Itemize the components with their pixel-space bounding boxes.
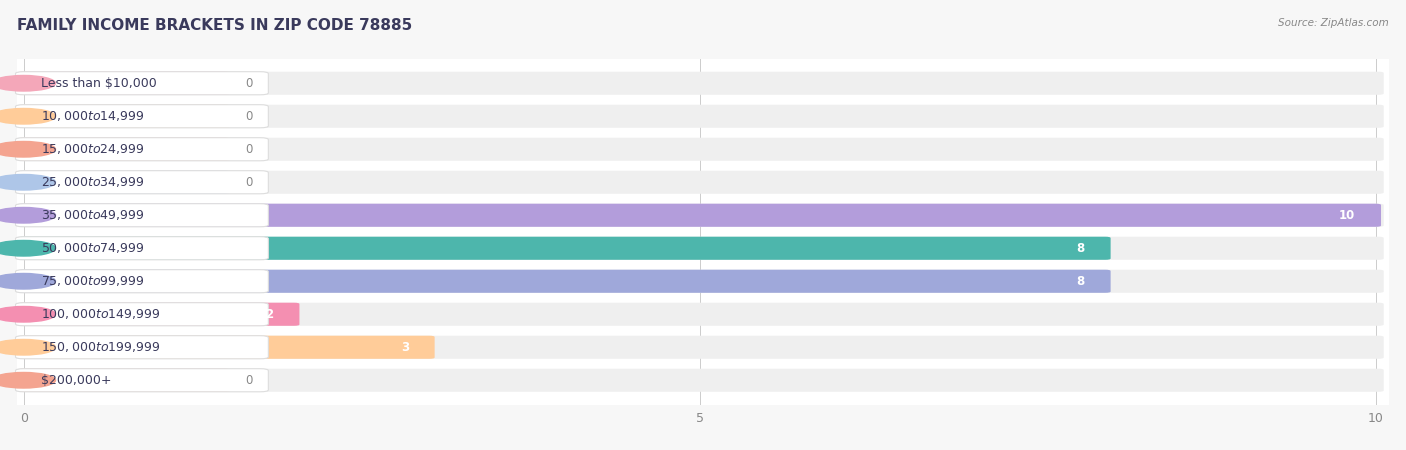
Text: 0: 0 — [245, 374, 253, 387]
Text: 8: 8 — [1077, 275, 1085, 288]
FancyBboxPatch shape — [15, 270, 1384, 293]
FancyBboxPatch shape — [18, 270, 1111, 293]
Text: $100,000 to $149,999: $100,000 to $149,999 — [41, 307, 160, 321]
FancyBboxPatch shape — [15, 138, 1384, 161]
FancyBboxPatch shape — [15, 204, 269, 227]
FancyBboxPatch shape — [15, 72, 269, 95]
Circle shape — [0, 175, 55, 190]
FancyBboxPatch shape — [15, 204, 1384, 227]
Circle shape — [0, 306, 55, 322]
Text: 8: 8 — [1077, 242, 1085, 255]
Text: $25,000 to $34,999: $25,000 to $34,999 — [41, 175, 145, 189]
Circle shape — [0, 339, 55, 355]
Text: 10: 10 — [1339, 209, 1355, 222]
FancyBboxPatch shape — [15, 303, 269, 326]
FancyBboxPatch shape — [18, 369, 231, 392]
FancyBboxPatch shape — [15, 336, 269, 359]
Circle shape — [0, 76, 55, 91]
Text: 2: 2 — [266, 308, 274, 321]
Circle shape — [0, 108, 55, 124]
Text: 0: 0 — [245, 77, 253, 90]
Text: Source: ZipAtlas.com: Source: ZipAtlas.com — [1278, 18, 1389, 28]
Circle shape — [0, 373, 55, 388]
Text: $35,000 to $49,999: $35,000 to $49,999 — [41, 208, 145, 222]
FancyBboxPatch shape — [15, 171, 1384, 194]
FancyBboxPatch shape — [18, 138, 231, 161]
Text: $10,000 to $14,999: $10,000 to $14,999 — [41, 109, 145, 123]
Circle shape — [0, 207, 55, 223]
FancyBboxPatch shape — [15, 72, 1384, 95]
FancyBboxPatch shape — [15, 105, 1384, 128]
Text: $15,000 to $24,999: $15,000 to $24,999 — [41, 142, 145, 156]
FancyBboxPatch shape — [15, 171, 269, 194]
Text: FAMILY INCOME BRACKETS IN ZIP CODE 78885: FAMILY INCOME BRACKETS IN ZIP CODE 78885 — [17, 18, 412, 33]
Text: 3: 3 — [401, 341, 409, 354]
FancyBboxPatch shape — [18, 237, 1111, 260]
FancyBboxPatch shape — [15, 303, 1384, 326]
Text: $200,000+: $200,000+ — [41, 374, 111, 387]
Text: $150,000 to $199,999: $150,000 to $199,999 — [41, 340, 160, 354]
Circle shape — [0, 240, 55, 256]
Text: 0: 0 — [245, 110, 253, 123]
FancyBboxPatch shape — [15, 105, 269, 128]
Text: 0: 0 — [245, 176, 253, 189]
FancyBboxPatch shape — [18, 303, 299, 326]
FancyBboxPatch shape — [15, 336, 1384, 359]
Text: $50,000 to $74,999: $50,000 to $74,999 — [41, 241, 145, 255]
Text: Less than $10,000: Less than $10,000 — [41, 77, 157, 90]
Circle shape — [0, 274, 55, 289]
Circle shape — [0, 141, 55, 157]
FancyBboxPatch shape — [18, 204, 1381, 227]
FancyBboxPatch shape — [15, 270, 269, 293]
FancyBboxPatch shape — [15, 237, 1384, 260]
FancyBboxPatch shape — [15, 369, 269, 392]
FancyBboxPatch shape — [18, 105, 231, 128]
FancyBboxPatch shape — [15, 369, 1384, 392]
FancyBboxPatch shape — [15, 237, 269, 260]
Text: $75,000 to $99,999: $75,000 to $99,999 — [41, 274, 145, 288]
Text: 0: 0 — [245, 143, 253, 156]
FancyBboxPatch shape — [18, 171, 231, 194]
FancyBboxPatch shape — [18, 336, 434, 359]
FancyBboxPatch shape — [18, 72, 231, 95]
FancyBboxPatch shape — [15, 138, 269, 161]
